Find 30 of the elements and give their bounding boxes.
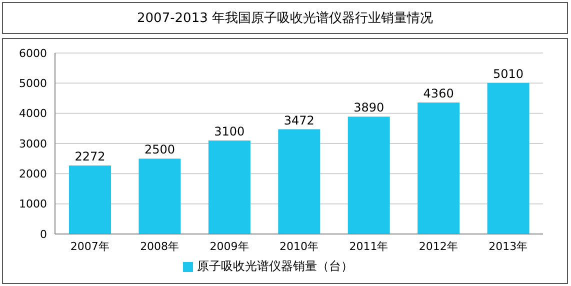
y-tick-label: 2000 bbox=[19, 168, 47, 181]
data-label: 3100 bbox=[214, 124, 245, 138]
data-label: 2500 bbox=[144, 142, 175, 157]
data-label: 5010 bbox=[493, 66, 524, 81]
legend-label: 原子吸收光谱仪器销量（台） bbox=[197, 259, 353, 273]
data-label: 2272 bbox=[74, 149, 106, 164]
y-tick-label: 0 bbox=[40, 228, 47, 241]
x-tick-label: 2011年 bbox=[349, 240, 388, 253]
y-tick-label: 5000 bbox=[19, 77, 47, 90]
x-tick-label: 2010年 bbox=[280, 240, 318, 253]
y-tick-label: 3000 bbox=[19, 137, 47, 150]
bar bbox=[278, 129, 320, 234]
x-tick-label: 2013年 bbox=[488, 240, 528, 253]
bar bbox=[348, 116, 390, 234]
y-tick-label: 6000 bbox=[19, 46, 47, 60]
x-tick-label: 2008年 bbox=[140, 240, 180, 253]
chart-title: 2007-2013 年我国原子吸收光谱仪器行业销量情况 bbox=[2, 2, 568, 34]
x-tick-label: 2007年 bbox=[70, 240, 110, 253]
y-tick-label: 4000 bbox=[19, 107, 47, 120]
x-tick-label: 2009年 bbox=[210, 240, 249, 253]
data-label: 4360 bbox=[423, 86, 454, 100]
bar bbox=[138, 158, 181, 234]
bar bbox=[69, 165, 111, 234]
data-label: 3890 bbox=[354, 100, 384, 115]
bar bbox=[418, 102, 460, 234]
y-tick-label: 1000 bbox=[19, 198, 47, 211]
bar bbox=[487, 82, 530, 234]
bar bbox=[208, 140, 250, 234]
data-label: 3472 bbox=[284, 113, 314, 128]
x-tick-label: 2012年 bbox=[418, 240, 458, 253]
